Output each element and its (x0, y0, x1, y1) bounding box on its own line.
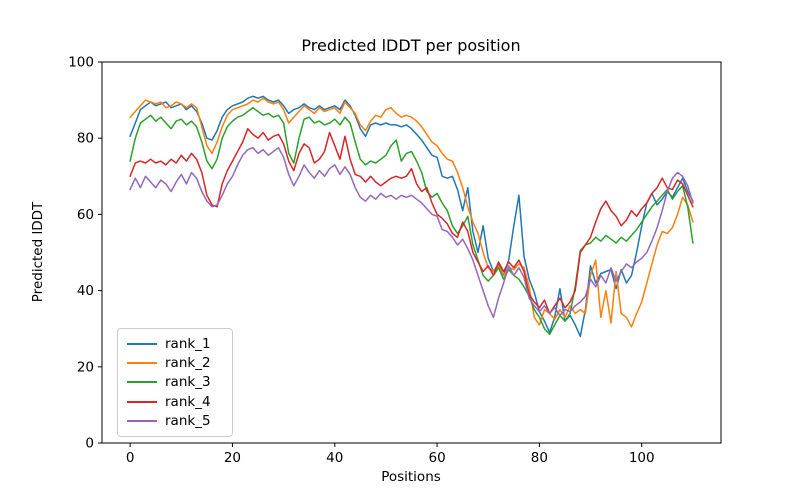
legend-item-rank-1: rank_1 (127, 336, 223, 352)
legend-label: rank_5 (165, 413, 211, 430)
y-tick-label: 80 (77, 131, 94, 147)
y-tick-label: 60 (77, 207, 94, 223)
legend-label: rank_3 (165, 374, 211, 391)
legend-item-rank-4: rank_4 (127, 394, 223, 410)
legend-line-sample-icon (127, 362, 157, 365)
legend-line-sample-icon (127, 400, 157, 403)
series-line-rank_5 (129, 146, 694, 319)
legend: rank_1 rank_2 rank_3 rank_4 rank_5 (117, 328, 233, 437)
series-line-rank_3 (129, 106, 694, 336)
y-axis-label: Predicted lDDT (30, 201, 46, 302)
legend-label: rank_2 (165, 355, 211, 372)
axes-frame (101, 61, 722, 444)
legend-item-rank-2: rank_2 (127, 355, 223, 371)
x-tick-label: 20 (224, 450, 241, 466)
plot-area (129, 95, 694, 338)
series-line-rank_2 (129, 97, 694, 328)
y-tick-label: 100 (68, 55, 94, 71)
legend-line-sample-icon (127, 342, 157, 345)
legend-label: rank_4 (165, 393, 211, 410)
legend-label: rank_1 (165, 335, 211, 352)
y-tick-label: 0 (85, 436, 94, 452)
y-tick-label: 20 (77, 359, 94, 375)
series-line-rank_1 (129, 95, 694, 338)
legend-item-rank-5: rank_5 (127, 413, 223, 429)
x-tick-label: 0 (126, 450, 135, 466)
x-axis-label: Positions (381, 469, 441, 485)
x-tick-label: 60 (428, 450, 445, 466)
axis-ticks: 0 20 40 60 80 100 0 20 40 60 80 100 (68, 55, 654, 467)
legend-item-rank-3: rank_3 (127, 374, 223, 390)
legend-line-sample-icon (127, 381, 157, 384)
x-tick-label: 100 (629, 450, 655, 466)
legend-line-sample-icon (127, 420, 157, 423)
y-tick-label: 40 (77, 283, 94, 299)
x-tick-label: 80 (531, 450, 548, 466)
x-tick-label: 40 (326, 450, 343, 466)
series-line-rank_4 (129, 127, 694, 315)
chart-title: Predicted lDDT per position (301, 36, 520, 55)
